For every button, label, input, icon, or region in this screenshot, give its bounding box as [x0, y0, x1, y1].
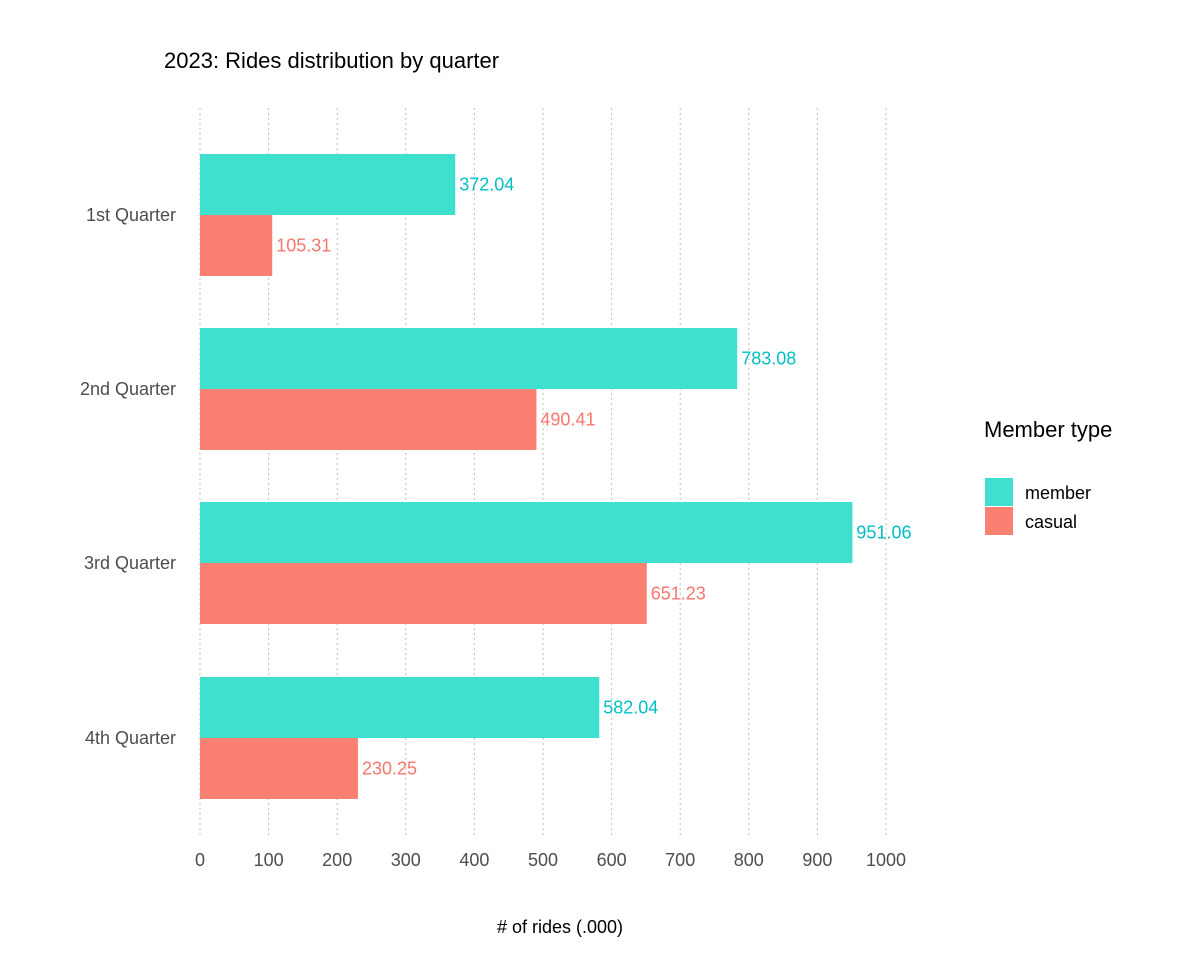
data-label-member-q2: 783.08: [741, 349, 796, 369]
y-tick-label-q4: 4th Quarter: [85, 728, 176, 748]
x-tick-label-300: 300: [391, 850, 421, 870]
bar-casual-q4: [200, 738, 358, 799]
bar-casual-q2: [200, 389, 537, 450]
data-label-casual-q3: 651.23: [651, 584, 706, 604]
legend-label-member: member: [1025, 483, 1091, 503]
bars: [200, 154, 853, 799]
legend: Member type member casual: [984, 417, 1112, 535]
legend-swatch-casual: [985, 507, 1013, 535]
y-axis-ticks: 1st Quarter 2nd Quarter 3rd Quarter 4th Qua…: [80, 205, 176, 748]
legend-title: Member type: [984, 417, 1112, 442]
x-tick-label-500: 500: [528, 850, 558, 870]
legend-items: member casual: [985, 478, 1091, 535]
y-tick-label-q2: 2nd Quarter: [80, 379, 176, 399]
bar-casual-q3: [200, 563, 647, 624]
y-tick-label-q1: 1st Quarter: [86, 205, 176, 225]
x-axis-label: # of rides (.000): [497, 917, 623, 937]
bar-member-q2: [200, 328, 738, 389]
x-tick-label-900: 900: [802, 850, 832, 870]
x-tick-label-700: 700: [665, 850, 695, 870]
data-label-member-q3: 951.06: [856, 523, 911, 543]
x-tick-label-200: 200: [322, 850, 352, 870]
bar-casual-q1: [200, 215, 273, 276]
bar-member-q1: [200, 154, 456, 215]
x-tick-label-1000: 1000: [866, 850, 906, 870]
x-tick-label-100: 100: [254, 850, 284, 870]
bar-member-q4: [200, 677, 600, 738]
bar-member-q3: [200, 502, 853, 563]
data-label-member-q4: 582.04: [603, 698, 658, 718]
data-labels: 372.04 105.31 783.08 490.41 951.06 651.23 582.…: [276, 175, 911, 779]
x-axis-ticks: 0 100 200 300 400 500 600 700 800 900 1000: [195, 850, 906, 870]
x-tick-label-400: 400: [459, 850, 489, 870]
data-label-casual-q1: 105.31: [276, 236, 331, 256]
legend-swatch-member: [985, 478, 1013, 506]
legend-label-casual: casual: [1025, 512, 1077, 532]
data-label-casual-q4: 230.25: [362, 759, 417, 779]
data-label-member-q1: 372.04: [459, 175, 514, 195]
x-tick-label-0: 0: [195, 850, 205, 870]
chart-title: 2023: Rides distribution by quarter: [164, 48, 499, 73]
gridlines: [199, 108, 887, 838]
x-tick-label-600: 600: [597, 850, 627, 870]
data-label-casual-q2: 490.41: [540, 410, 595, 430]
x-tick-label-800: 800: [734, 850, 764, 870]
y-tick-label-q3: 3rd Quarter: [84, 553, 176, 573]
